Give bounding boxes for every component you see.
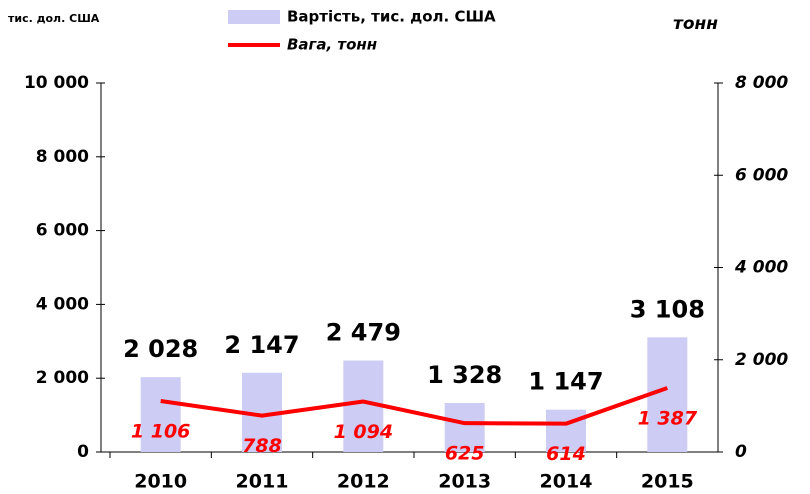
y2-tick-label: 8 000 — [735, 73, 788, 93]
legend-label: Вартість, тис. дол. США — [287, 8, 496, 26]
x-tick-label: 2014 — [540, 471, 593, 493]
line-value-label: 614 — [546, 443, 586, 465]
y-tick-label: 10 000 — [24, 73, 89, 93]
bar-value-label: 2 147 — [224, 331, 299, 359]
y2-axis-label: тонн — [673, 14, 718, 34]
x-tick-label: 2010 — [134, 471, 187, 493]
x-tick-label: 2012 — [337, 471, 390, 493]
line-value-label: 788 — [242, 435, 282, 457]
y-axis-label: тис. дол. США — [8, 12, 100, 25]
y2-tick-label: 0 — [735, 442, 747, 462]
y-tick-label: 0 — [77, 442, 89, 462]
bar-value-label: 2 028 — [123, 335, 198, 363]
y2-tick-label: 4 000 — [734, 258, 788, 278]
line-value-label: 1 387 — [638, 408, 698, 430]
line — [160, 386, 668, 426]
bar-value-label: 1 147 — [528, 368, 603, 396]
y-tick-label: 4 000 — [36, 294, 89, 314]
bar — [546, 409, 586, 452]
bar-value-label: 3 108 — [630, 295, 705, 323]
y2-tick-label: 6 000 — [735, 165, 788, 185]
x-tick-label: 2015 — [641, 471, 694, 493]
y-tick-label: 8 000 — [36, 147, 89, 167]
x-tick-label: 2013 — [438, 471, 491, 493]
legend-swatch — [228, 10, 280, 24]
x-tick-label: 2011 — [236, 471, 289, 493]
line-value-label: 625 — [445, 443, 485, 465]
line-value-label: 1 106 — [131, 420, 191, 442]
y-tick-label: 6 000 — [36, 221, 89, 241]
legend-label: Вага, тонн — [287, 36, 377, 54]
y2-tick-label: 2 000 — [735, 350, 788, 370]
bar — [444, 402, 485, 452]
y-tick-label: 2 000 — [36, 368, 89, 388]
bar-value-label: 2 479 — [326, 319, 401, 347]
line-value-label: 1 094 — [334, 421, 394, 443]
bar-value-label: 1 328 — [427, 361, 502, 389]
bar — [140, 377, 181, 452]
